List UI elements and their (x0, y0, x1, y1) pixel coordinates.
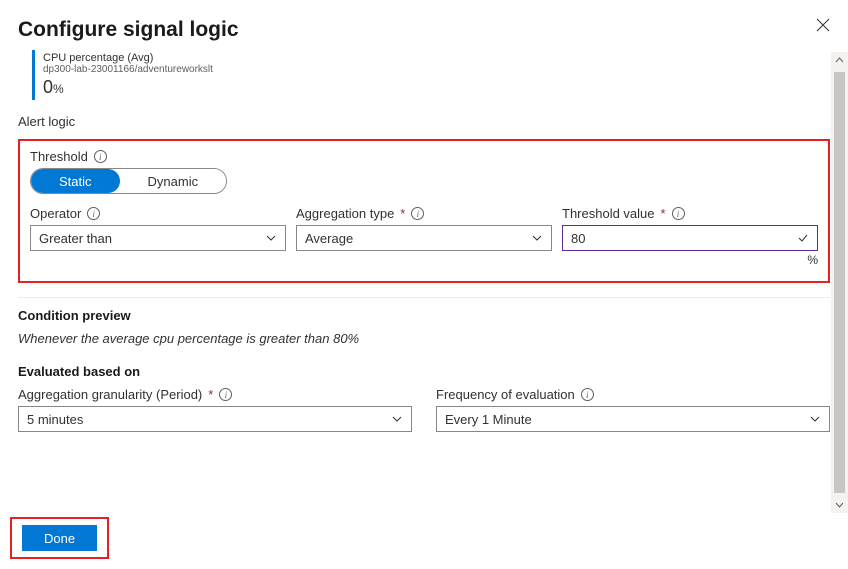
divider (18, 297, 830, 298)
chevron-down-icon (391, 413, 403, 425)
threshold-label-row: Threshold i (30, 149, 818, 164)
aggregation-select[interactable]: Average (296, 225, 552, 251)
threshold-dynamic-option[interactable]: Dynamic (120, 169, 227, 193)
scroll-down-button[interactable] (831, 496, 848, 513)
threshold-static-option[interactable]: Static (31, 169, 120, 193)
operator-label: Operator (30, 206, 81, 221)
alert-logic-highlight-box: Threshold i Static Dynamic Operator i Gr… (18, 139, 830, 283)
info-icon[interactable]: i (581, 388, 594, 401)
info-icon[interactable]: i (672, 207, 685, 220)
close-icon[interactable] (816, 18, 830, 36)
aggregation-column: Aggregation type * i Average (296, 206, 552, 267)
panel-footer: Done (10, 517, 109, 559)
granularity-label: Aggregation granularity (Period) (18, 387, 202, 402)
configure-signal-logic-panel: Configure signal logic CPU percentage (A… (0, 0, 848, 569)
frequency-value: Every 1 Minute (445, 412, 532, 427)
evaluated-based-on-label: Evaluated based on (18, 364, 830, 379)
signal-resource-path: dp300-lab-23001166/adventureworkslt (43, 64, 830, 75)
signal-name: CPU percentage (Avg) (43, 52, 830, 64)
signal-value-unit: % (53, 82, 64, 96)
frequency-column: Frequency of evaluation i Every 1 Minute (436, 387, 830, 432)
done-highlight-box: Done (10, 517, 109, 559)
chevron-down-icon (531, 232, 543, 244)
frequency-label: Frequency of evaluation (436, 387, 575, 402)
threshold-value-column: Threshold value * i 80 % (562, 206, 818, 267)
threshold-value-label-row: Threshold value * i (562, 206, 818, 221)
operator-select[interactable]: Greater than (30, 225, 286, 251)
chevron-down-icon (265, 232, 277, 244)
info-icon[interactable]: i (219, 388, 232, 401)
vertical-scrollbar[interactable] (831, 52, 848, 513)
evaluation-row: Aggregation granularity (Period) * i 5 m… (18, 387, 830, 432)
signal-summary: CPU percentage (Avg) dp300-lab-23001166/… (32, 50, 830, 100)
frequency-label-row: Frequency of evaluation i (436, 387, 830, 402)
required-asterisk: * (400, 206, 405, 221)
signal-value-number: 0 (43, 77, 53, 97)
frequency-select[interactable]: Every 1 Minute (436, 406, 830, 432)
aggregation-label: Aggregation type (296, 206, 394, 221)
threshold-toggle[interactable]: Static Dynamic (30, 168, 227, 194)
chevron-down-icon (809, 413, 821, 425)
granularity-label-row: Aggregation granularity (Period) * i (18, 387, 412, 402)
condition-preview-label: Condition preview (18, 308, 830, 323)
alert-logic-label: Alert logic (18, 114, 830, 129)
threshold-unit: % (562, 253, 818, 267)
required-asterisk: * (208, 387, 213, 402)
threshold-value-text: 80 (571, 231, 585, 246)
condition-preview-text: Whenever the average cpu percentage is g… (18, 331, 830, 346)
check-icon (797, 232, 809, 244)
alert-logic-fields-row: Operator i Greater than Aggregation type… (30, 206, 818, 267)
signal-current-value: 0% (43, 77, 830, 98)
operator-column: Operator i Greater than (30, 206, 286, 267)
required-asterisk: * (661, 206, 666, 221)
operator-label-row: Operator i (30, 206, 286, 221)
threshold-value-input[interactable]: 80 (562, 225, 818, 251)
panel-title: Configure signal logic (18, 18, 239, 42)
info-icon[interactable]: i (87, 207, 100, 220)
scroll-thumb[interactable] (834, 72, 845, 493)
done-button[interactable]: Done (22, 525, 97, 551)
scroll-up-button[interactable] (831, 52, 848, 69)
operator-value: Greater than (39, 231, 112, 246)
threshold-label: Threshold (30, 149, 88, 164)
threshold-value-label: Threshold value (562, 206, 655, 221)
granularity-column: Aggregation granularity (Period) * i 5 m… (18, 387, 412, 432)
panel-header: Configure signal logic (0, 0, 848, 50)
granularity-value: 5 minutes (27, 412, 83, 427)
info-icon[interactable]: i (411, 207, 424, 220)
aggregation-value: Average (305, 231, 353, 246)
aggregation-label-row: Aggregation type * i (296, 206, 552, 221)
granularity-select[interactable]: 5 minutes (18, 406, 412, 432)
panel-body: Alert logic Threshold i Static Dynamic O… (0, 114, 848, 432)
info-icon[interactable]: i (94, 150, 107, 163)
